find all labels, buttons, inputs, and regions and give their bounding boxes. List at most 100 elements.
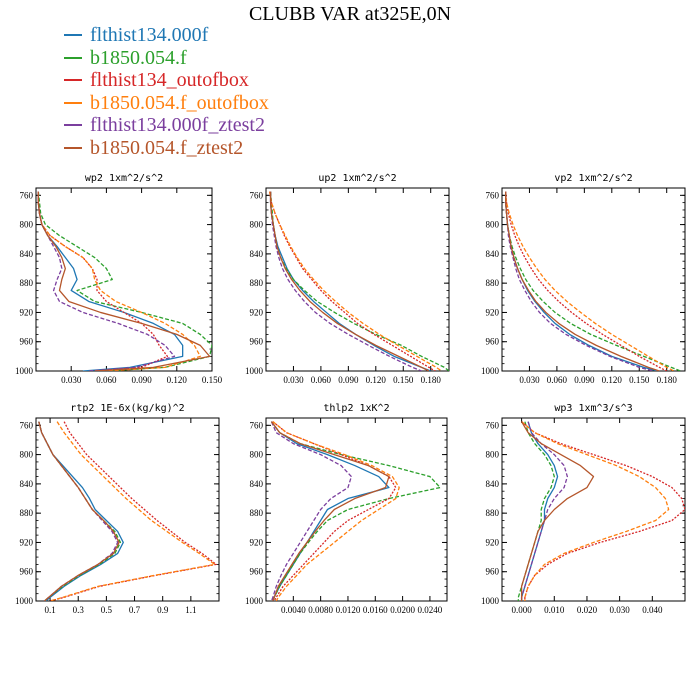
y-tick-label: 880: [250, 508, 264, 518]
x-tick-label: 0.060: [311, 375, 332, 385]
y-tick-label: 800: [486, 450, 500, 460]
series-line: [521, 421, 670, 601]
panel-frame: [501, 417, 686, 602]
y-tick-label: 880: [486, 508, 500, 518]
x-tick-label: 1.1: [185, 605, 196, 615]
series-line: [520, 421, 569, 601]
series-line: [269, 191, 449, 371]
y-tick-label: 840: [20, 249, 34, 259]
legend-swatch: [64, 146, 82, 149]
y-tick-label: 960: [486, 337, 500, 347]
legend-swatch: [64, 34, 82, 37]
legend-swatch: [64, 101, 82, 104]
panel-frame: [35, 417, 220, 602]
series-line: [49, 421, 216, 601]
y-tick-label: 760: [486, 190, 500, 200]
panel-title: wp2 1xm^2/s^2: [85, 173, 163, 184]
y-tick-label: 960: [250, 567, 264, 577]
y-tick-label: 1000: [15, 596, 34, 606]
x-tick-label: 0.030: [610, 605, 631, 615]
series-line: [269, 191, 422, 371]
panel: wp3 1xm^3/s^3 760 800 840 880 920 960 1000 0.000…: [481, 403, 686, 615]
x-tick-label: 0.0240: [418, 605, 443, 615]
y-tick-label: 800: [20, 220, 34, 230]
x-tick-label: 0.150: [393, 375, 414, 385]
y-tick-label: 960: [20, 567, 34, 577]
y-tick-label: 880: [250, 278, 264, 288]
x-tick-label: 0.060: [96, 375, 117, 385]
x-tick-label: 0.1: [44, 605, 55, 615]
series-line: [505, 191, 667, 371]
legend-label: b1850.054.f_outofbox: [90, 91, 269, 114]
y-tick-label: 1000: [15, 366, 34, 376]
y-tick-label: 920: [486, 307, 500, 317]
x-tick-label: 0.180: [421, 375, 442, 385]
y-tick-label: 840: [486, 249, 500, 259]
x-tick-label: 0.120: [366, 375, 387, 385]
legend-item: b1850.054.f_outofbox: [64, 92, 269, 115]
x-tick-label: 0.0040: [281, 605, 306, 615]
series-line: [37, 191, 169, 371]
x-tick-label: 0.040: [642, 605, 663, 615]
x-tick-label: 0.000: [511, 605, 532, 615]
legend-label: flthist134.000f: [90, 24, 209, 47]
panel-frame: [265, 417, 448, 602]
series-line: [37, 191, 211, 371]
series-line: [269, 191, 430, 371]
series-line: [269, 191, 443, 371]
legend-swatch: [64, 79, 82, 82]
y-tick-label: 800: [486, 220, 500, 230]
legend-item: b1850.054.f_ztest2: [64, 137, 269, 160]
y-tick-label: 760: [486, 420, 500, 430]
legend-label: b1850.054.f_ztest2: [90, 136, 244, 159]
series-line: [505, 191, 658, 371]
x-tick-label: 0.120: [167, 375, 188, 385]
x-tick-label: 0.7: [129, 605, 141, 615]
series-line: [37, 191, 201, 371]
y-tick-label: 960: [250, 337, 264, 347]
y-tick-label: 840: [250, 479, 264, 489]
y-tick-label: 1000: [481, 366, 500, 376]
y-tick-label: 880: [20, 278, 34, 288]
x-tick-label: 0.3: [73, 605, 85, 615]
x-tick-label: 0.090: [338, 375, 359, 385]
y-tick-label: 920: [250, 307, 264, 317]
series-line: [38, 421, 120, 601]
x-tick-label: 0.150: [629, 375, 650, 385]
y-tick-label: 760: [250, 420, 264, 430]
y-tick-label: 840: [20, 479, 34, 489]
x-tick-label: 0.030: [283, 375, 304, 385]
y-tick-label: 840: [250, 249, 264, 259]
y-tick-label: 920: [20, 537, 34, 547]
panel-frame: [265, 187, 450, 372]
series-line: [270, 421, 390, 601]
legend-label: flthist134.000f_ztest2: [90, 114, 265, 137]
y-tick-label: 760: [20, 190, 34, 200]
y-tick-label: 880: [486, 278, 500, 288]
x-tick-label: 0.030: [519, 375, 540, 385]
series-line: [270, 421, 441, 601]
panel-title: up2 1xm^2/s^2: [318, 173, 396, 184]
series-line: [269, 191, 431, 371]
x-tick-label: 0.150: [202, 375, 223, 385]
y-tick-label: 1000: [481, 596, 500, 606]
series-line: [37, 191, 184, 371]
y-tick-label: 920: [250, 537, 264, 547]
chart-title: CLUBB VAR at325E,0N: [248, 3, 452, 25]
series-line: [505, 191, 660, 371]
x-tick-label: 0.0160: [363, 605, 388, 615]
legend-swatch: [64, 124, 82, 127]
x-tick-label: 0.020: [577, 605, 598, 615]
y-tick-label: 920: [486, 537, 500, 547]
panel: vp2 1xm^2/s^2 760 800 840 880 920 960 1000 0.030…: [481, 173, 686, 385]
panel-title: rtp2 1E-6x(kg/kg)^2: [70, 403, 184, 414]
y-tick-label: 760: [20, 420, 34, 430]
panel-title: thlp2 1xK^2: [323, 403, 389, 414]
x-tick-label: 0.0200: [390, 605, 415, 615]
legend-item: flthist134_outofbox: [64, 69, 269, 92]
series-line: [270, 421, 390, 601]
panel: wp2 1xm^2/s^2 760 800 840 880 920 960 1000 0.030…: [15, 173, 223, 385]
y-tick-label: 800: [20, 450, 34, 460]
series-line: [272, 421, 400, 601]
